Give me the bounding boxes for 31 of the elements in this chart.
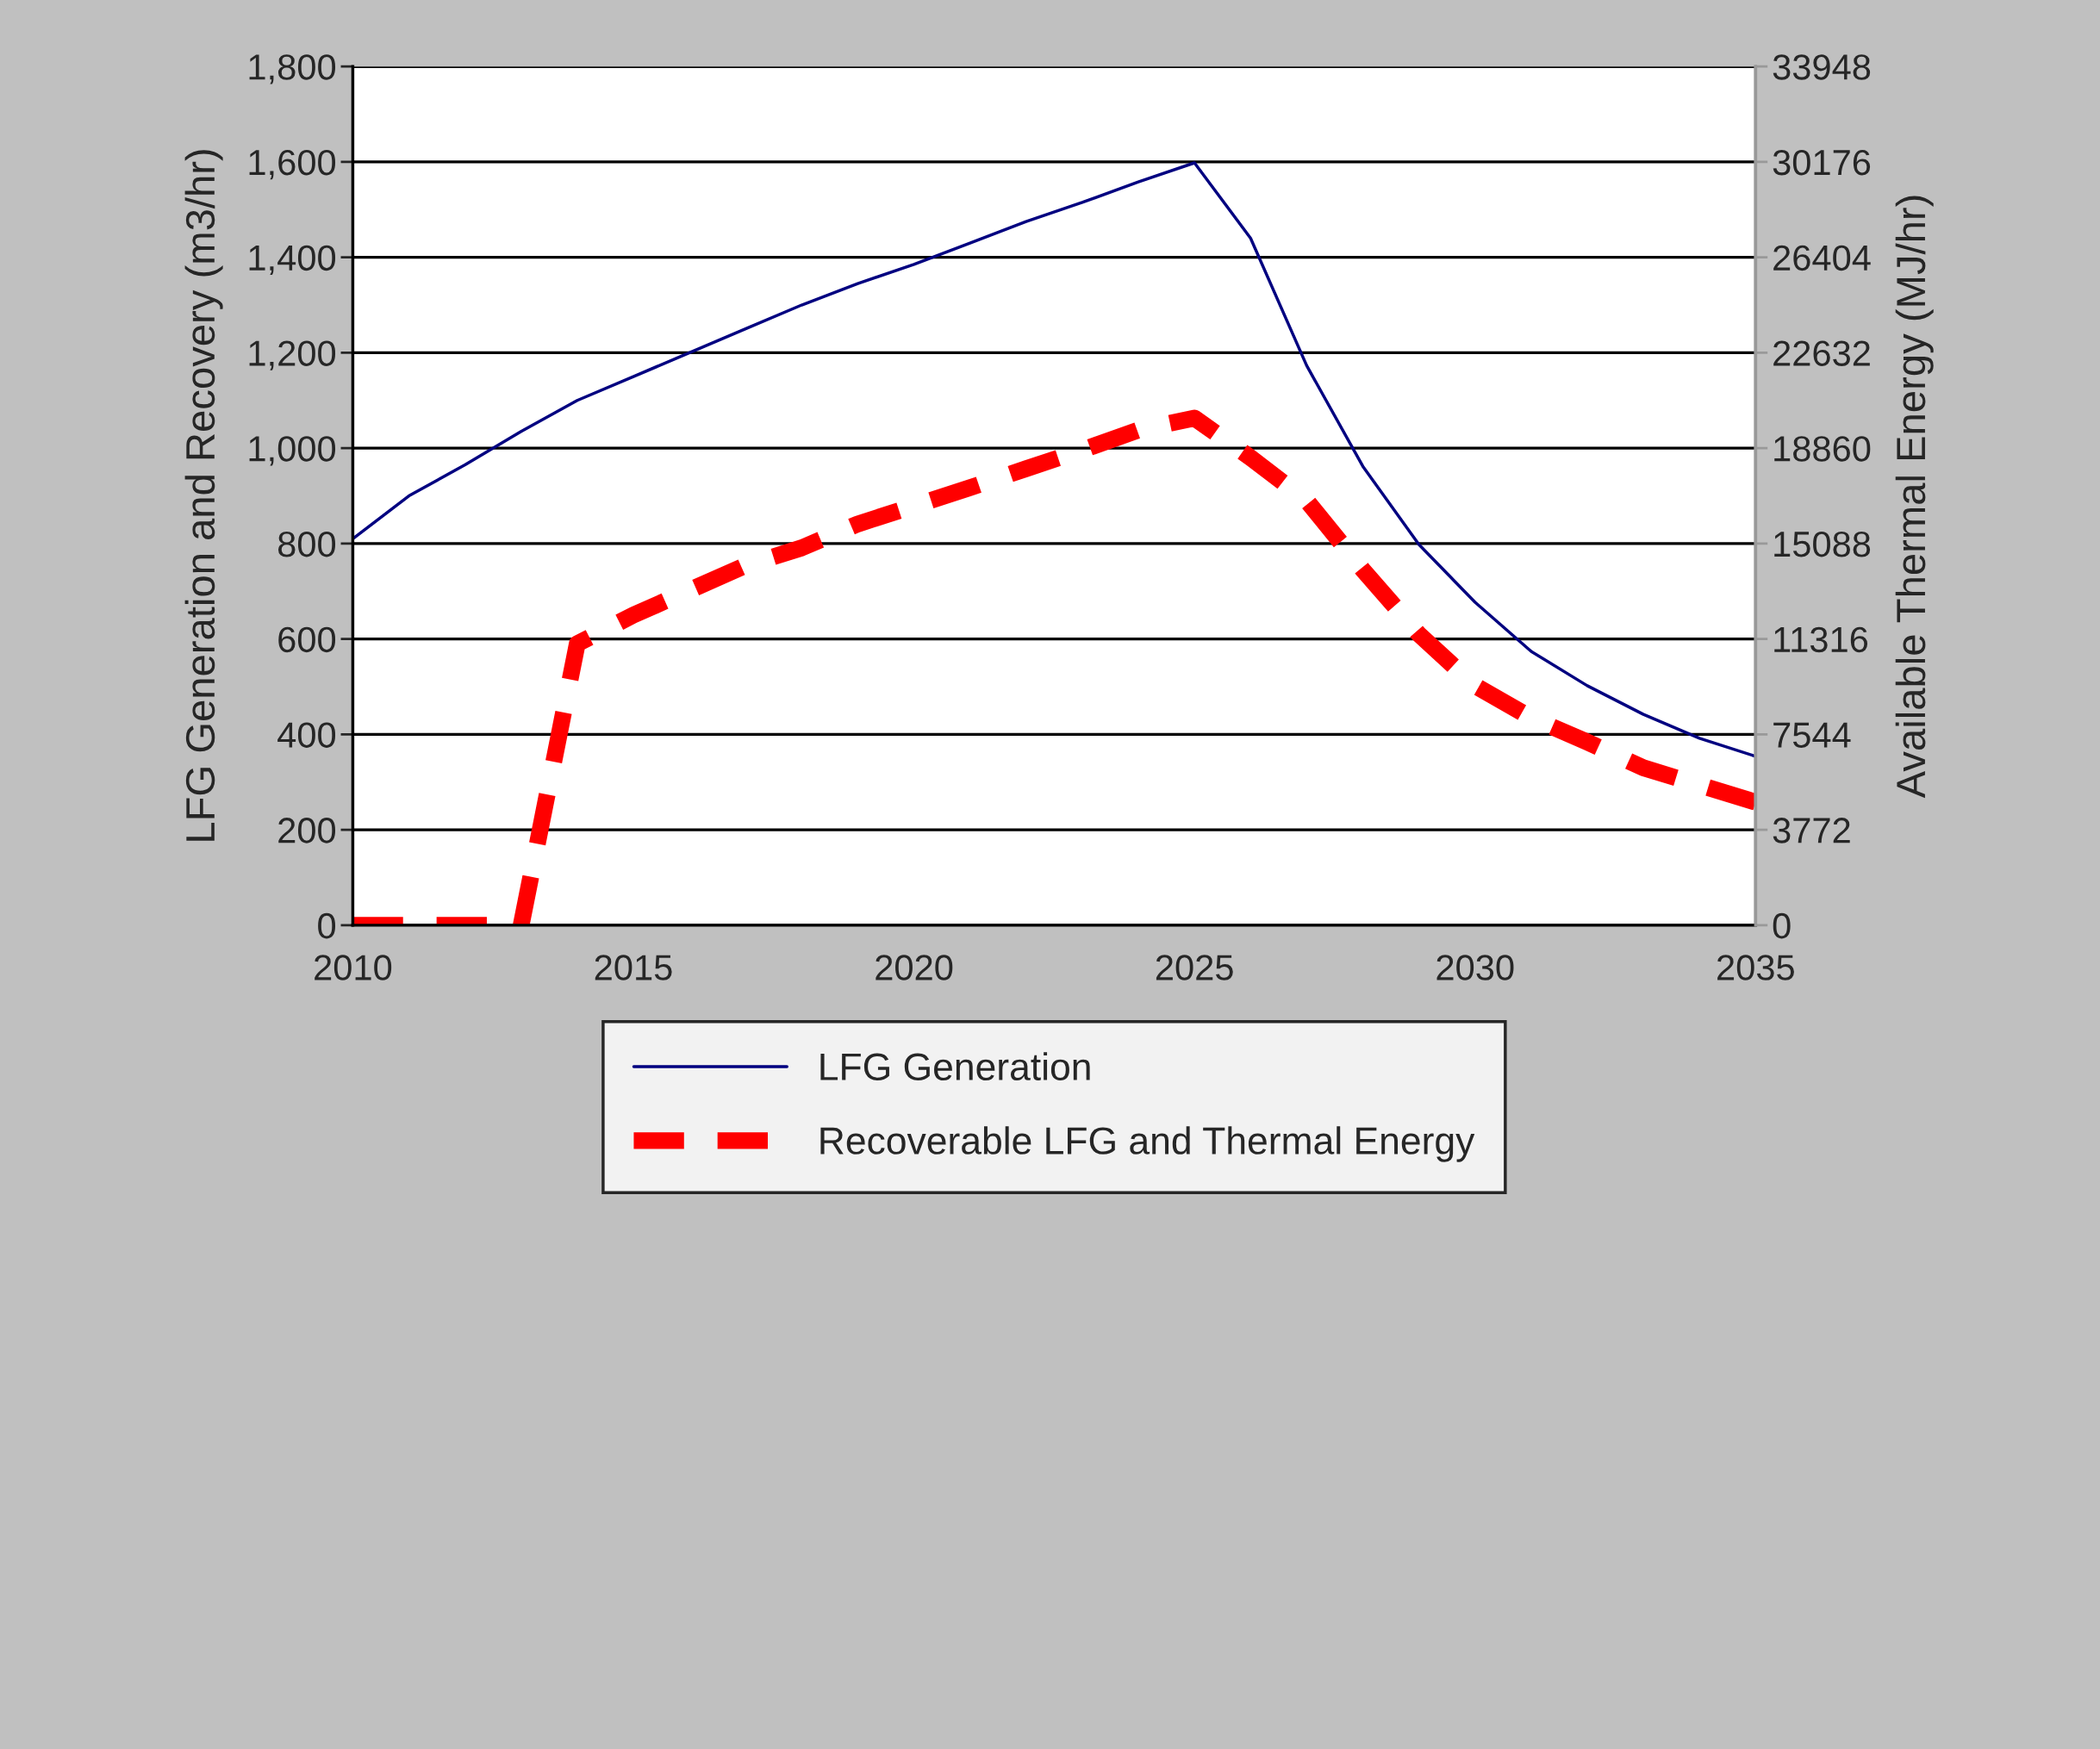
y2-tick-label: 3772 — [1773, 818, 1850, 843]
y-tick-label: 1,200 — [249, 340, 336, 370]
legend-label: Recoverable LFG and Thermal Energy — [820, 1126, 1475, 1162]
y2-tick-label: 7544 — [1773, 722, 1851, 748]
legend-label: LFG Generation — [820, 1052, 1090, 1080]
y-tick-label: 1,400 — [249, 245, 336, 276]
y-tick-label: 1,000 — [249, 436, 336, 466]
y2-axis-title: Available Thermal Energy (MJ/hr) — [1895, 196, 1934, 799]
y-tick-label: 0 — [318, 912, 336, 939]
x-tick-label: 2035 — [1717, 955, 1794, 980]
x-tick-label: 2030 — [1436, 955, 1514, 980]
y2-tick-label: 22632 — [1773, 340, 1870, 366]
x-tick-label: 2010 — [315, 955, 392, 980]
y-tick-label: 1,800 — [249, 54, 336, 84]
x-tick-label: 2020 — [876, 955, 953, 980]
y2-tick-label: 26404 — [1773, 245, 1871, 271]
y2-tick-label: 33948 — [1773, 54, 1871, 80]
y-tick-label: 600 — [278, 626, 336, 653]
y-tick-label: 800 — [277, 531, 336, 557]
y-axis-title: LFG Generation and Recovery (m3/hr) — [184, 150, 223, 841]
y2-tick-label: 0 — [1773, 912, 1791, 939]
line-series — [352, 161, 1756, 758]
y2-tick-label: 18860 — [1774, 436, 1871, 462]
y-tick-label: 200 — [278, 818, 336, 843]
y2-tick-label: 15088 — [1774, 531, 1871, 557]
x-tick-label: 2015 — [595, 955, 672, 980]
y-tick-label: 400 — [277, 722, 336, 748]
y2-tick-label: 11316 — [1774, 626, 1868, 653]
x-tick-label: 2025 — [1156, 955, 1233, 980]
y-tick-label: 1,600 — [249, 149, 336, 180]
y2-tick-label: 30176 — [1773, 149, 1871, 176]
